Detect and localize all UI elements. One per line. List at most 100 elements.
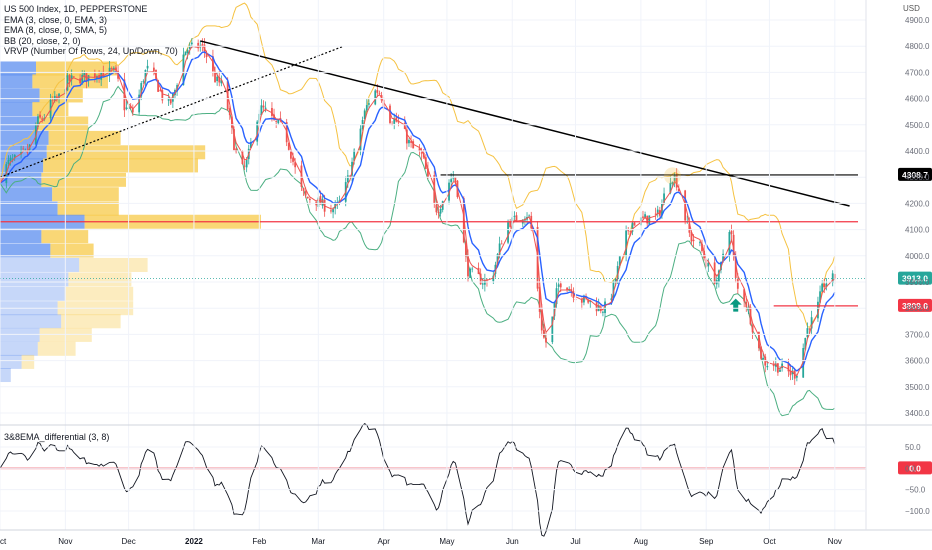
candle-body xyxy=(408,139,410,144)
candle-body xyxy=(100,72,103,80)
volume-profile-down-bar xyxy=(64,286,134,301)
candle-body xyxy=(249,142,252,148)
candle-body xyxy=(405,129,408,144)
candle-body xyxy=(717,270,720,282)
candle-body xyxy=(587,299,590,303)
candle-body xyxy=(51,99,54,101)
candle-body xyxy=(507,222,509,243)
candle-body xyxy=(304,191,307,196)
volume-profile-down-bar xyxy=(61,314,121,329)
candle-body xyxy=(131,108,134,113)
candle-body xyxy=(365,105,368,111)
legend-bb[interactable]: BB (20, close, 2, 0) xyxy=(4,35,81,46)
time-tick-label: Mar xyxy=(311,537,325,546)
volume-profile-up-bar xyxy=(0,102,33,117)
candle-body xyxy=(98,74,100,78)
candle-body xyxy=(351,161,353,176)
bb-upper-band xyxy=(0,2,836,329)
candle-body xyxy=(766,365,769,368)
horizontal-resistance-badge-label: 4308.7 xyxy=(902,170,928,180)
candle-body xyxy=(751,325,754,333)
candle-body xyxy=(604,301,606,314)
candle-body xyxy=(433,175,436,204)
candle-body xyxy=(555,288,558,305)
candle-body xyxy=(190,42,193,45)
osc-zero-label: 0.0 xyxy=(909,463,921,473)
chart-legend: US 500 Index, 1D, PEPPERSTONE EMA (3, cl… xyxy=(4,4,178,57)
osc-tick-label: −50.0 xyxy=(905,486,926,495)
candle-body xyxy=(703,250,706,259)
price-tick-label: 3800.0 xyxy=(905,304,930,313)
indicator-title[interactable]: 3&8EMA_differential (3, 8) xyxy=(4,432,110,442)
candle-body xyxy=(245,159,248,168)
candle-body xyxy=(241,151,244,164)
candle-body xyxy=(233,129,235,151)
red-level-2-badge-label: 3809.0 xyxy=(902,301,928,311)
volume-profile-down-bar xyxy=(37,341,76,356)
candle-body xyxy=(481,283,484,285)
candle-body xyxy=(760,346,762,359)
candle-body xyxy=(722,253,724,262)
candle-body xyxy=(201,43,204,45)
candle-body xyxy=(169,98,172,104)
legend-ema-slow[interactable]: EMA (8, close, 0, SMA, 5) xyxy=(4,25,108,36)
candle-body xyxy=(277,119,280,124)
candle-body xyxy=(743,289,746,302)
candle-body xyxy=(656,209,659,214)
candle-body xyxy=(378,93,381,95)
candle-body xyxy=(197,42,200,49)
candle-body xyxy=(93,73,96,78)
volume-profile-up-bar xyxy=(0,201,58,216)
candle-body xyxy=(157,80,160,92)
time-tick-label: Nov xyxy=(828,537,842,546)
candle-body xyxy=(669,182,672,193)
candle-body xyxy=(692,239,695,242)
legend-vrvp[interactable]: VRVP (Number Of Rows, 24, Up/Down, 70) xyxy=(4,46,178,57)
candle-body xyxy=(823,283,826,288)
price-tick-label: 3600.0 xyxy=(905,357,930,366)
candle-body xyxy=(374,90,377,105)
volume-profile-up-bar xyxy=(0,61,36,76)
candle-body xyxy=(779,369,781,372)
volume-profile-up-bar xyxy=(0,229,42,244)
time-tick-label: Aug xyxy=(634,537,648,546)
legend-ema-fast[interactable]: EMA (3, close, 0, EMA, 3) xyxy=(4,14,108,25)
candle-body xyxy=(566,287,568,291)
legend-symbol[interactable]: US 500 Index, 1D, PEPPERSTONE xyxy=(4,4,148,14)
candle-body xyxy=(205,52,208,58)
price-tick-label: 3900.0 xyxy=(905,278,930,287)
candle-body xyxy=(125,107,128,109)
candle-body xyxy=(216,76,219,82)
candle-body xyxy=(448,182,450,201)
candle-body xyxy=(167,97,170,101)
candle-body xyxy=(37,116,39,127)
candle-body xyxy=(701,243,703,252)
candle-body xyxy=(319,196,322,205)
time-tick-label: Oct xyxy=(0,537,7,546)
candle-body xyxy=(614,278,617,283)
candle-body xyxy=(230,116,233,128)
candle-body xyxy=(469,268,472,278)
price-tick-label: 4900.0 xyxy=(905,16,930,25)
candle-body xyxy=(302,188,305,191)
candle-body xyxy=(663,193,665,205)
candle-body xyxy=(772,364,775,367)
volume-profile-down-bar xyxy=(48,130,121,145)
candle-body xyxy=(330,210,332,212)
volume-profile-up-bar xyxy=(0,272,69,287)
candle-body xyxy=(616,265,619,279)
top-highlight-circle xyxy=(663,167,681,185)
candle-body xyxy=(464,242,467,257)
drawings[interactable]: 4308.7 3809.0 3913.0 xyxy=(0,40,932,312)
candle-body xyxy=(66,75,69,91)
osc-tick-label: 50.0 xyxy=(905,443,921,452)
candle-body xyxy=(144,69,147,82)
candle-body xyxy=(602,311,604,313)
candle-body xyxy=(720,262,722,270)
candle-body xyxy=(559,283,562,288)
candle-body xyxy=(188,45,191,49)
price-tick-label: 4200.0 xyxy=(905,199,930,208)
price-tick-label: 3700.0 xyxy=(905,330,930,339)
candle-body xyxy=(471,268,474,270)
